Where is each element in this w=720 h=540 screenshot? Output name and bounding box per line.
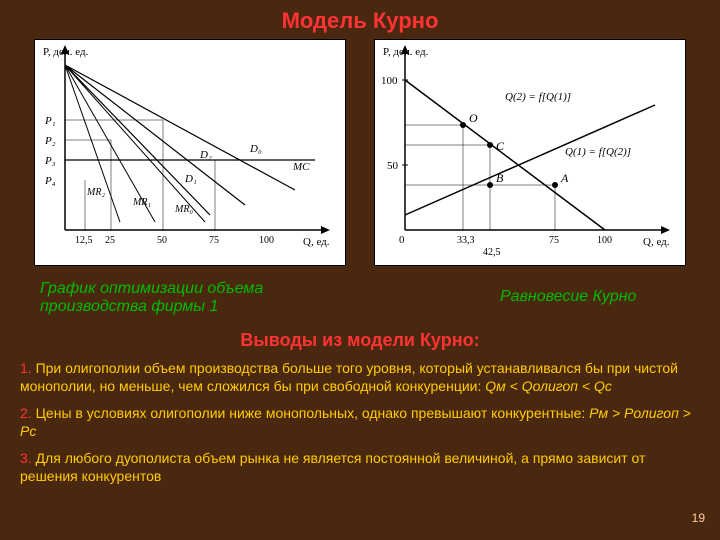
left-chart: P, ден. ед. Q, ед. MC D₀ D₂ D₁ MR₀ MR₁ M… (34, 39, 346, 266)
page-title: Модель Курно (0, 0, 720, 34)
svg-text:C: C (496, 139, 505, 153)
svg-text:Q, ед.: Q, ед. (643, 236, 670, 248)
svg-text:A: A (560, 171, 569, 185)
svg-text:O: O (469, 111, 478, 125)
svg-text:Q(1) = f[Q(2)]: Q(1) = f[Q(2)] (565, 146, 631, 158)
svg-text:42,5: 42,5 (483, 247, 501, 258)
y-axis-label: P, ден. ед. (43, 46, 89, 58)
conc2-text: Цены в условиях олигополии ниже монополь… (36, 405, 590, 421)
svg-text:50: 50 (387, 160, 399, 172)
svg-text:MR₂: MR₂ (86, 187, 105, 198)
svg-text:P₁: P₁ (44, 115, 56, 127)
svg-text:P₄: P₄ (44, 175, 56, 187)
conclusions-block: 1. При олигополии объем производства бол… (20, 360, 700, 495)
svg-text:D₀: D₀ (249, 143, 262, 155)
svg-text:P₃: P₃ (44, 155, 56, 167)
conclusion-1: 1. При олигополии объем производства бол… (20, 360, 700, 395)
conclusion-3: 3. Для любого дуополиста объем рынка не … (20, 450, 700, 485)
svg-text:MR₀: MR₀ (174, 204, 193, 215)
svg-text:50: 50 (157, 235, 167, 246)
conclusion-2: 2. Цены в условиях олигополии ниже моноп… (20, 405, 700, 440)
svg-text:0: 0 (399, 234, 405, 246)
svg-text:12,5: 12,5 (75, 235, 93, 246)
svg-text:100: 100 (597, 235, 612, 246)
svg-text:75: 75 (209, 235, 219, 246)
svg-text:D₁: D₁ (184, 173, 197, 185)
conc2-num: 2. (20, 405, 36, 421)
svg-text:B: B (496, 171, 504, 185)
conc1-num: 1. (20, 360, 36, 376)
svg-text:D₂: D₂ (199, 149, 212, 161)
left-caption: График оптимизации объема производства ф… (40, 280, 340, 316)
svg-text:75: 75 (549, 235, 559, 246)
right-chart: P, ден. ед. Q, ед. 100 50 Q(2) = f[Q(1)]… (374, 39, 686, 266)
svg-text:33,3: 33,3 (457, 235, 475, 246)
right-caption: Равновесие Курно (500, 288, 660, 306)
conc1-ineq: Qм < Qолигоп < Qс (485, 378, 612, 394)
conc3-num: 3. (20, 450, 36, 466)
svg-text:P, ден. ед.: P, ден. ед. (383, 46, 429, 58)
conclusions-heading: Выводы из модели Курно: (0, 330, 720, 351)
page-number: 19 (692, 511, 705, 525)
charts-row: P, ден. ед. Q, ед. MC D₀ D₂ D₁ MR₀ MR₁ M… (0, 34, 720, 266)
x-axis-label: Q, ед. (303, 236, 330, 248)
conc3-text: Для любого дуополиста объем рынка не явл… (20, 450, 645, 484)
svg-text:25: 25 (105, 235, 115, 246)
svg-text:100: 100 (381, 75, 398, 87)
svg-text:100: 100 (259, 235, 274, 246)
svg-text:P₂: P₂ (44, 135, 56, 147)
svg-text:MC: MC (292, 161, 310, 173)
svg-text:Q(2) = f[Q(1)]: Q(2) = f[Q(1)] (505, 91, 571, 103)
svg-text:MR₁: MR₁ (132, 197, 151, 208)
